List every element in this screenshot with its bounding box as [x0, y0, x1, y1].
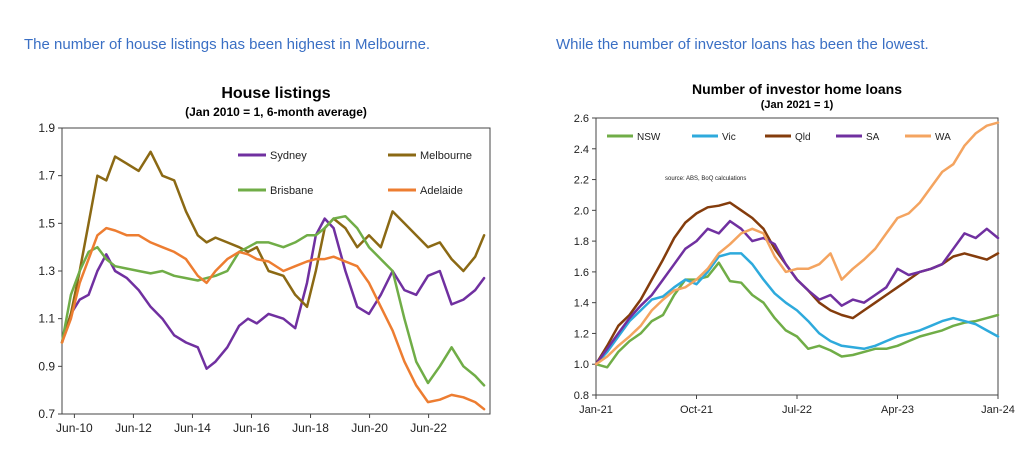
chart2-plot-frame [595, 117, 999, 396]
right-caption: While the number of investor loans has b… [556, 36, 929, 53]
chart1-series-line-adelaide [60, 226, 486, 411]
chart1-x-tick-label: Jun-20 [351, 421, 388, 435]
chart2-y-tick-label: 1.6 [574, 267, 589, 279]
chart2-series-line-nsw [594, 261, 1000, 369]
chart2-title: Number of investor home loans [692, 81, 902, 97]
chart2-y-tick-label: 0.8 [574, 390, 589, 402]
chart2-y-tick-label: 2.4 [574, 144, 589, 156]
chart2-y-tick-label: 2.0 [574, 205, 589, 217]
chart2-legend-label-wa: WA [935, 132, 951, 143]
chart2-series-line-sa [594, 219, 1000, 366]
chart2-y-tick-label: 1.4 [574, 298, 589, 310]
chart2-y-tick-label: 2.6 [574, 113, 589, 125]
chart1-y-tick-label: 1.1 [38, 312, 55, 326]
chart2-y-tick-label: 1.2 [574, 328, 589, 340]
chart1-subtitle: (Jan 2010 = 1, 6-month average) [185, 105, 367, 119]
chart2-y-tick-label: 2.2 [574, 175, 589, 187]
chart1-legend-label-sydney: Sydney [270, 150, 307, 162]
chart2-source-annotation: source: ABS, BoQ calculations [665, 176, 746, 182]
chart1-legend-label-melbourne: Melbourne [420, 150, 472, 162]
chart1-x-tick-label: Jun-22 [410, 421, 447, 435]
chart2-legend-label-sa: SA [866, 132, 880, 143]
chart2-legend-label-nsw: NSW [637, 132, 661, 143]
chart2-x-tick-label: Apr-23 [881, 404, 914, 416]
chart2-series-line-wa [594, 121, 1000, 366]
chart1-title: House listings [221, 85, 330, 102]
chart1-y-tick-label: 1.5 [38, 216, 55, 230]
chart2-series-line-qld [594, 201, 1000, 366]
chart1-x-tick-label: Jun-14 [174, 421, 211, 435]
chart1-y-tick-label: 1.7 [38, 169, 55, 183]
chart1-legend-label-adelaide: Adelaide [420, 185, 463, 197]
chart2-x-tick-label: Jan-24 [981, 404, 1015, 416]
chart1-series-line-brisbane [60, 214, 486, 387]
chart2-x-tick-label: Oct-21 [680, 404, 713, 416]
chart1-series-line-sydney [60, 217, 486, 370]
chart2-subtitle: (Jan 2021 = 1) [761, 99, 834, 111]
chart2-y-tick-label: 1.8 [574, 236, 589, 248]
chart1-x-tick-label: Jun-10 [56, 421, 93, 435]
chart1-y-tick-label: 0.7 [38, 407, 55, 421]
chart1-legend-label-brisbane: Brisbane [270, 185, 313, 197]
chart2-legend-label-vic: Vic [722, 132, 736, 143]
chart2-x-tick-label: Jan-21 [579, 404, 613, 416]
chart1-y-tick-label: 1.3 [38, 264, 55, 278]
chart1-x-tick-label: Jun-18 [292, 421, 329, 435]
left-caption: The number of house listings has been hi… [24, 36, 431, 53]
chart2-legend-label-qld: Qld [795, 132, 811, 143]
chart1-x-tick-label: Jun-16 [233, 421, 270, 435]
chart1-y-tick-label: 0.9 [38, 359, 55, 373]
chart2-series-line-vic [594, 252, 1000, 366]
chart1-y-tick-label: 1.9 [38, 121, 55, 135]
chart2-y-tick-label: 1.0 [574, 359, 589, 371]
chart1-plot-frame [61, 127, 491, 415]
chart2-x-tick-label: Jul-22 [782, 404, 812, 416]
chart1-x-tick-label: Jun-12 [115, 421, 152, 435]
chart1-series-line-melbourne [60, 150, 486, 344]
